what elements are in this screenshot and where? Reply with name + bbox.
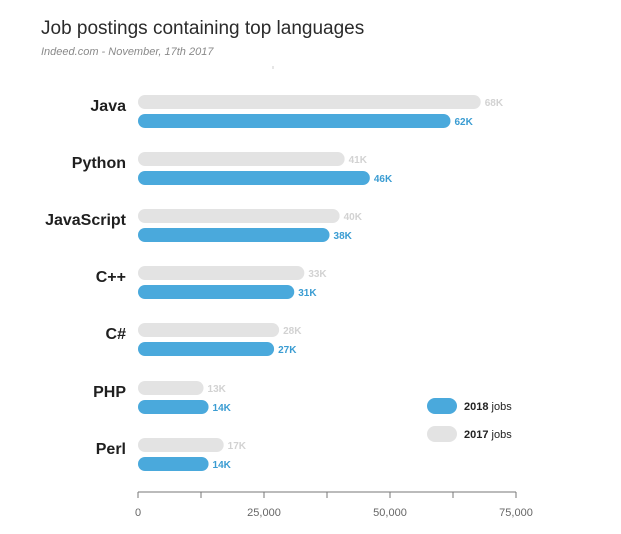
- category-label: PHP: [93, 384, 126, 401]
- x-tick-label: 0: [135, 507, 141, 519]
- category-label: Java: [90, 98, 126, 115]
- bar-2017-label: 13K: [208, 384, 227, 395]
- legend-label-2018: 2018 jobs: [464, 401, 512, 413]
- bar-2017-label: 17K: [228, 441, 247, 452]
- bar-2017: [138, 266, 305, 280]
- bar-2018-label: 14K: [213, 403, 232, 414]
- bar-2018: [138, 285, 295, 299]
- category-label: C#: [106, 326, 127, 343]
- category-label: Python: [72, 155, 126, 172]
- bar-2018-label: 14K: [213, 460, 232, 471]
- bar-2017: [138, 152, 345, 166]
- x-tick-label: 75,000: [499, 507, 533, 519]
- bar-2017: [138, 323, 280, 337]
- bar-2017: [138, 95, 481, 109]
- bar-2018: [138, 342, 275, 356]
- chart-title: Job postings containing top languages: [41, 18, 365, 39]
- legend-swatch-2017: [427, 426, 457, 442]
- bar-2018: [138, 171, 370, 185]
- category-label: JavaScript: [45, 212, 127, 229]
- x-tick-label: 25,000: [247, 507, 281, 519]
- bar-2017-label: 40K: [344, 212, 363, 223]
- bar-2017-label: 68K: [485, 98, 504, 109]
- bar-2017: [138, 209, 340, 223]
- bar-2018-label: 38K: [334, 231, 353, 242]
- bar-2017: [138, 381, 204, 395]
- bar-2017-label: 41K: [349, 155, 368, 166]
- x-tick-label: 50,000: [373, 507, 407, 519]
- legend-swatch-2018: [427, 398, 457, 414]
- bar-2018-label: 31K: [298, 288, 317, 299]
- bar-2017-label: 33K: [308, 269, 327, 280]
- bar-2018: [138, 400, 209, 414]
- bar-2018-label: 46K: [374, 174, 393, 185]
- category-label: C++: [96, 269, 126, 286]
- bar-2018: [138, 114, 451, 128]
- category-label: Perl: [96, 441, 126, 458]
- bar-2018-label: 62K: [454, 117, 473, 128]
- legend-label-2017: 2017 jobs: [464, 429, 512, 441]
- bar-2017-label: 28K: [283, 326, 302, 337]
- bar-2018: [138, 228, 330, 242]
- chart-subtitle: Indeed.com - November, 17th 2017: [41, 46, 214, 58]
- bar-2017: [138, 438, 224, 452]
- bar-2018: [138, 457, 209, 471]
- bar-2018-label: 27K: [278, 345, 297, 356]
